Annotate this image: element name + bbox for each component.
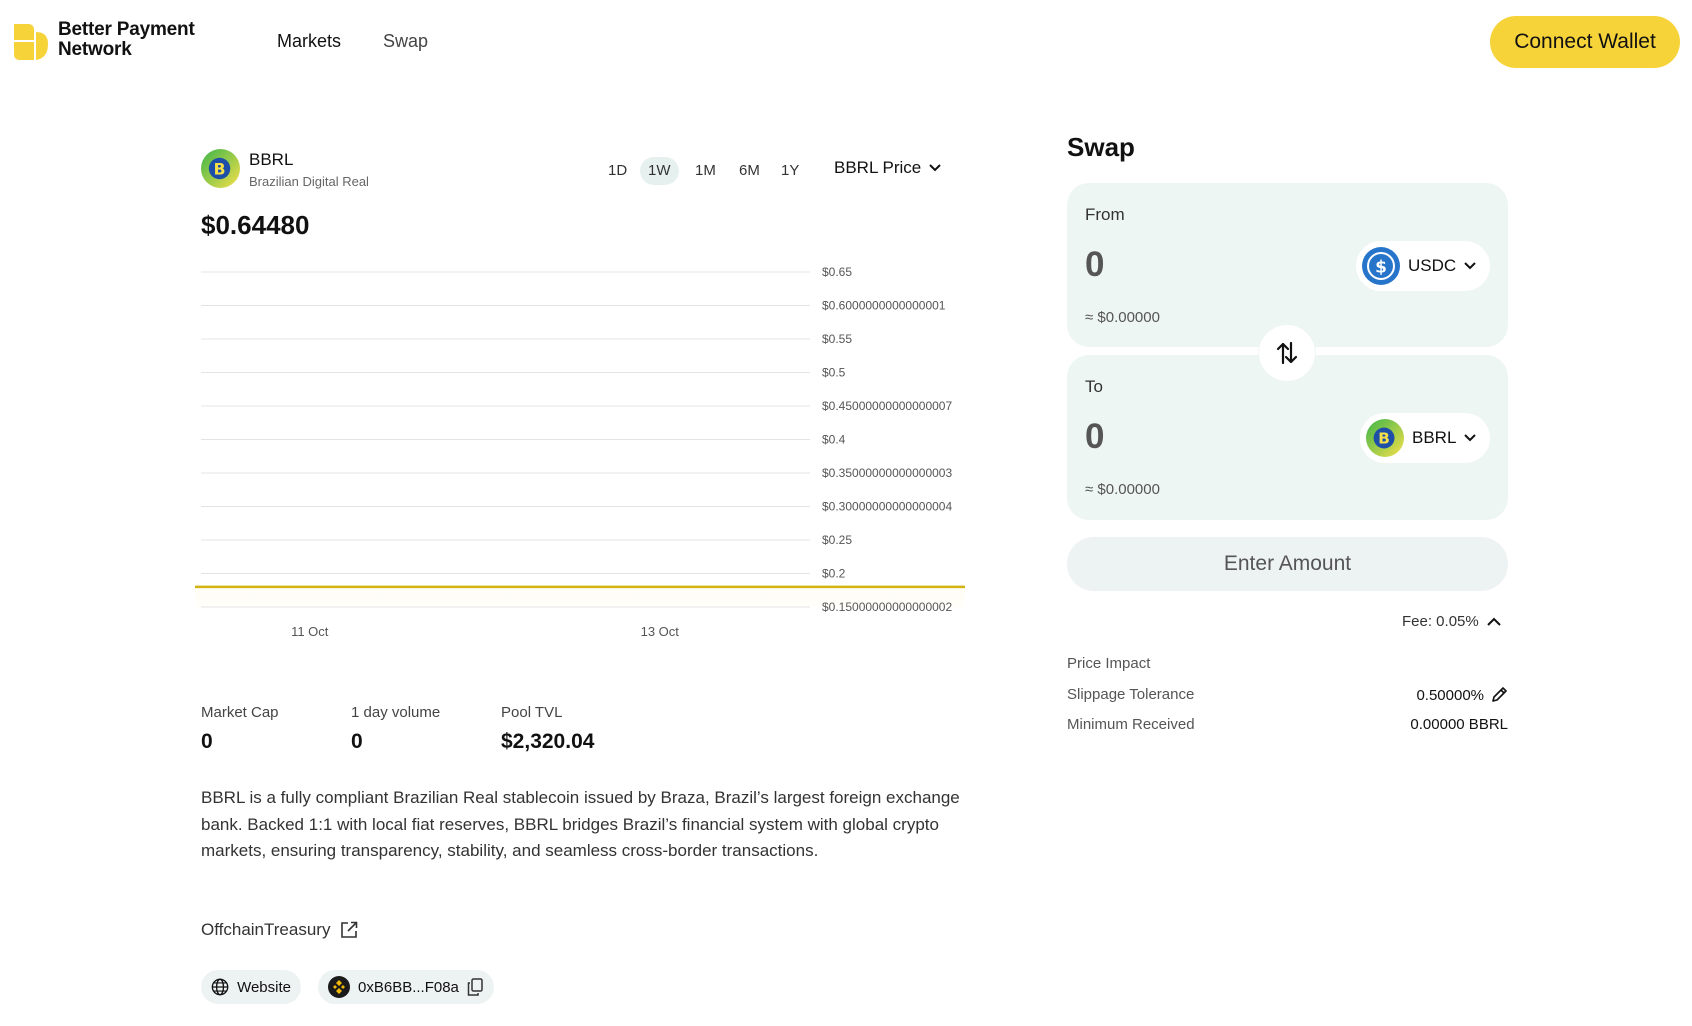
pencil-icon[interactable] <box>1490 686 1508 704</box>
website-label: Website <box>237 978 291 996</box>
swap-to-card: To 0 ≈ $0.00000 B BBRL <box>1067 355 1508 520</box>
token-symbol: BBRL <box>249 150 294 169</box>
slippage-value-text: 0.50000% <box>1416 686 1484 704</box>
brand-logo-icon[interactable] <box>14 24 48 60</box>
to-amount-input[interactable]: 0 <box>1085 417 1105 456</box>
token-full-name: Brazilian Digital Real <box>249 174 369 189</box>
nav-markets[interactable]: Markets <box>277 31 342 51</box>
from-usd-value: ≈ $0.00000 <box>1085 309 1160 326</box>
market-cap-label: Market Cap <box>201 704 279 721</box>
svg-text:B: B <box>214 160 226 178</box>
enter-amount-button[interactable]: Enter Amount <box>1067 537 1508 591</box>
top-header: Better Payment Network Markets Swap Conn… <box>0 0 1692 84</box>
y-tick-label: $0.65 <box>822 265 852 279</box>
pool-tvl-value: $2,320.04 <box>501 730 595 753</box>
y-tick-label: $0.6000000000000001 <box>822 299 946 313</box>
swap-direction-button[interactable] <box>1259 325 1315 381</box>
bbrl-token-icon: B <box>201 149 240 188</box>
token-description: BBRL is a fully compliant Brazilian Real… <box>201 788 960 860</box>
offchain-treasury-link[interactable]: OffchainTreasury <box>201 920 358 940</box>
brand-name[interactable]: Better Payment Network <box>58 20 195 60</box>
from-amount-input[interactable]: 0 <box>1085 245 1105 284</box>
from-label: From <box>1085 205 1125 224</box>
globe-icon <box>211 978 229 996</box>
bbrl-token-icon: B <box>1366 419 1404 457</box>
minimum-received-value: 0.00000 BBRL <box>1410 716 1508 733</box>
minimum-received-label: Minimum Received <box>1067 716 1195 733</box>
contract-address-pill[interactable]: 0xB6BB...F08a <box>318 970 494 1004</box>
usdc-token-icon: $ <box>1362 247 1400 285</box>
swap-title: Swap <box>1067 132 1135 162</box>
y-tick-label: $0.35000000000000003 <box>822 466 952 480</box>
y-tick-label: $0.30000000000000004 <box>822 500 952 514</box>
fee-label: Fee: 0.05% <box>1402 613 1479 630</box>
svg-text:B: B <box>1378 430 1390 448</box>
y-tick-label: $0.25 <box>822 533 852 547</box>
market-cap-value: 0 <box>201 730 213 753</box>
swap-from-card: From 0 ≈ $0.00000 $ USDC <box>1067 183 1508 347</box>
price-chart: $0.65 $0.6000000000000001 $0.55 $0.5 $0.4500… <box>195 265 965 639</box>
pool-tvl-label: Pool TVL <box>501 704 563 721</box>
swap-arrows-icon <box>1276 341 1298 365</box>
y-tick-label: $0.55 <box>822 332 852 346</box>
chevron-down-icon <box>1464 262 1476 270</box>
slippage-tolerance-label: Slippage Tolerance <box>1067 686 1195 703</box>
svg-text:$: $ <box>1375 258 1387 278</box>
y-tick-label: $0.2 <box>822 567 846 581</box>
price-metric-select[interactable]: BBRL Price <box>834 158 941 178</box>
range-tab-1w[interactable]: 1W <box>640 157 679 185</box>
contract-address: 0xB6BB...F08a <box>358 978 459 996</box>
price-metric-label: BBRL Price <box>834 158 922 177</box>
x-tick-label: 11 Oct <box>291 624 329 639</box>
to-token-select[interactable]: B BBRL <box>1360 413 1490 463</box>
nav-swap[interactable]: Swap <box>383 31 429 51</box>
price-area-fill <box>195 586 965 607</box>
range-tab-6m[interactable]: 6M <box>739 162 760 179</box>
range-tab-1m[interactable]: 1M <box>695 162 716 179</box>
x-tick-label: 13 Oct <box>641 624 680 639</box>
connect-wallet-button[interactable]: Connect Wallet <box>1490 16 1680 68</box>
website-link[interactable]: Website <box>201 970 301 1004</box>
fee-toggle[interactable]: Fee: 0.05% <box>1402 613 1501 630</box>
y-tick-label: $0.5 <box>822 366 846 380</box>
token-price: $0.64480 <box>201 210 310 240</box>
chevron-down-icon <box>929 164 941 172</box>
y-tick-label: $0.45000000000000007 <box>822 399 952 413</box>
from-token-label: USDC <box>1408 256 1457 275</box>
bnb-chain-icon <box>328 976 350 998</box>
y-tick-label: $0.4 <box>822 433 846 447</box>
copy-icon[interactable] <box>467 978 483 996</box>
day-volume-label: 1 day volume <box>351 704 441 721</box>
to-token-label: BBRL <box>1412 428 1457 447</box>
range-tab-1d[interactable]: 1D <box>608 162 628 179</box>
chevron-down-icon <box>1464 434 1477 442</box>
range-tab-1y[interactable]: 1Y <box>781 162 800 179</box>
day-volume-value: 0 <box>351 730 363 753</box>
to-usd-value: ≈ $0.00000 <box>1085 481 1160 498</box>
price-impact-label: Price Impact <box>1067 655 1151 672</box>
brand-line-2: Network <box>58 39 132 60</box>
from-token-select[interactable]: $ USDC <box>1356 241 1490 291</box>
offchain-treasury-label: OffchainTreasury <box>201 920 331 939</box>
to-label: To <box>1085 377 1103 396</box>
external-link-icon <box>341 921 358 938</box>
price-series-line <box>195 585 965 589</box>
chevron-up-icon <box>1487 617 1501 626</box>
slippage-tolerance-value: 0.50000% <box>1416 686 1508 704</box>
brand-line-1: Better Payment <box>58 19 195 40</box>
